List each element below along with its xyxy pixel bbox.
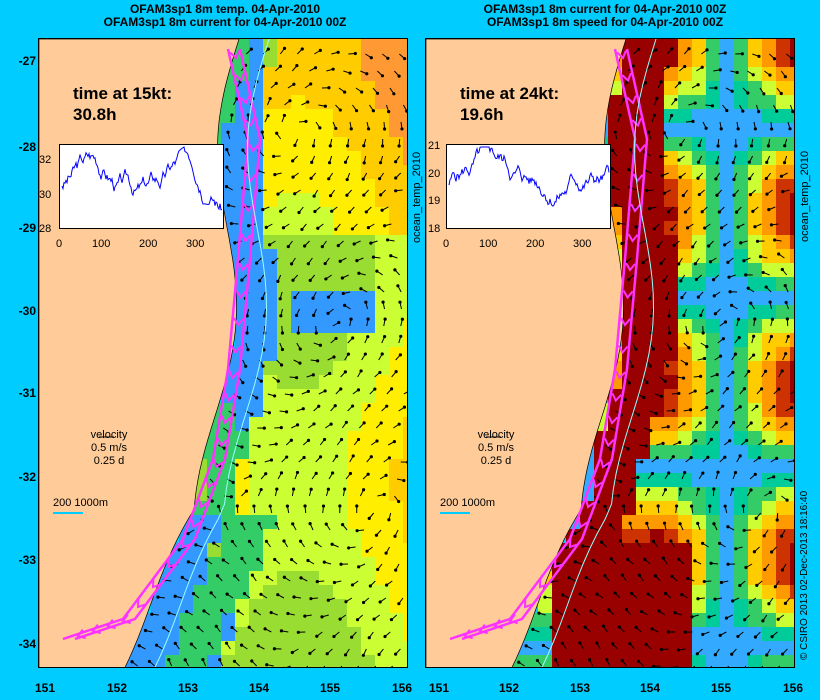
left-inset-ytick-0: 32 xyxy=(39,154,52,166)
x-axis-label: 153 xyxy=(177,681,199,695)
current-arrows xyxy=(517,47,794,667)
x-axis-label: 154 xyxy=(639,681,661,695)
left-title-line2: OFAM3sp1 8m current for 04-Apr-2010 00Z xyxy=(103,15,347,29)
current-track xyxy=(62,48,262,641)
right-inset-ytick-3: 18 xyxy=(428,223,441,235)
right-velocity-time: 0.25 d xyxy=(480,455,512,467)
left-temperature-map xyxy=(39,39,407,667)
left-velocity-legend: velocity 0.5 m/s 0.25 d xyxy=(79,429,139,468)
x-axis-label: 151 xyxy=(428,681,450,695)
right-velocity-speed: 0.5 m/s xyxy=(477,442,515,454)
right-velocity-legend: velocity 0.5 m/s 0.25 d xyxy=(466,429,526,468)
right-map-panel: time at 24kt: 19.6h 21 20 19 18 0 100 20… xyxy=(425,38,795,668)
left-velocity-label: velocity xyxy=(90,429,128,441)
depth-contour xyxy=(541,39,657,667)
copyright-label: © CSIRO 2013 02-Dec-2013 18:16:40 xyxy=(799,490,810,660)
y-axis-label: -32 xyxy=(18,470,36,484)
x-axis-label: 152 xyxy=(106,681,128,695)
left-velocity-time: 0.25 d xyxy=(93,455,125,467)
left-map-panel: time at 15kt: 30.8h 32 30 28 0 100 200 3… xyxy=(38,38,408,668)
inset-frame xyxy=(446,144,611,229)
ocean-grid xyxy=(510,39,794,667)
right-depth-scale-label: 200 1000m xyxy=(440,497,496,509)
left-time-box: time at 15kt: 30.8h xyxy=(73,83,172,125)
x-axis-label: 154 xyxy=(248,681,270,695)
right-inset-ytick-1: 20 xyxy=(428,168,441,180)
inset-frame xyxy=(59,144,224,229)
right-velocity-label: velocity xyxy=(477,429,515,441)
right-side-label: ocean_temp_2010 xyxy=(799,150,811,242)
inset-series-line xyxy=(61,146,223,211)
y-axis-label: -29 xyxy=(18,221,36,235)
y-axis-label: -34 xyxy=(18,637,36,651)
x-axis-label: 156 xyxy=(391,681,413,695)
left-title-line1: OFAM3sp1 8m temp. 04-Apr-2010 xyxy=(129,2,321,16)
x-axis-label: 155 xyxy=(710,681,732,695)
left-time-value: 30.8h xyxy=(73,105,117,124)
left-velocity-speed: 0.5 m/s xyxy=(90,442,128,454)
right-inset-xtick-2: 200 xyxy=(526,238,545,250)
depth-contour xyxy=(154,39,270,667)
right-time-box: time at 24kt: 19.6h xyxy=(460,83,559,125)
x-axis-label: 153 xyxy=(569,681,591,695)
inset-series-line xyxy=(448,146,610,207)
right-time-value: 19.6h xyxy=(460,105,504,124)
left-inset-xtick-2: 200 xyxy=(139,238,158,250)
left-inset-xtick-1: 100 xyxy=(92,238,111,250)
x-axis-label: 152 xyxy=(498,681,520,695)
right-inset-side-label: ocean_temp_2010 xyxy=(411,151,423,243)
x-axis-label: 156 xyxy=(782,681,804,695)
right-title: OFAM3sp1 8m current for 04-Apr-2010 00Z … xyxy=(440,3,770,29)
left-inset-ytick-1: 30 xyxy=(39,189,52,201)
right-inset-ytick-2: 19 xyxy=(428,195,441,207)
left-inset-xtick-0: 0 xyxy=(56,238,63,250)
right-inset-xtick-1: 100 xyxy=(479,238,498,250)
y-axis-label: -28 xyxy=(18,140,36,154)
left-inset-xtick-3: 300 xyxy=(186,238,205,250)
right-inset-chart xyxy=(446,144,611,229)
y-axis-label: -30 xyxy=(18,304,36,318)
right-inset-xtick-0: 0 xyxy=(443,238,450,250)
left-time-label: time at 15kt: xyxy=(73,84,173,103)
x-axis-label: 155 xyxy=(319,681,341,695)
right-inset-ytick-0: 21 xyxy=(428,140,441,152)
current-track xyxy=(449,48,649,641)
left-title: OFAM3sp1 8m temp. 04-Apr-2010 OFAM3sp1 8… xyxy=(60,3,390,29)
right-title-line2: OFAM3sp1 8m speed for 04-Apr-2010 00Z xyxy=(486,15,724,29)
y-axis-label: -33 xyxy=(18,553,36,567)
x-axis-label: 151 xyxy=(34,681,56,695)
right-time-label: time at 24kt: xyxy=(460,84,560,103)
right-inset-line xyxy=(446,144,611,229)
left-inset-line xyxy=(59,144,224,229)
y-axis-label: -31 xyxy=(18,386,36,400)
left-inset-ytick-2: 28 xyxy=(39,223,52,235)
y-axis-label: -27 xyxy=(18,54,36,68)
left-inset-chart xyxy=(59,144,224,229)
left-depth-scale-label: 200 1000m xyxy=(53,497,109,509)
right-inset-xtick-3: 300 xyxy=(573,238,592,250)
right-title-line1: OFAM3sp1 8m current for 04-Apr-2010 00Z xyxy=(483,2,727,16)
right-speed-map xyxy=(426,39,794,667)
